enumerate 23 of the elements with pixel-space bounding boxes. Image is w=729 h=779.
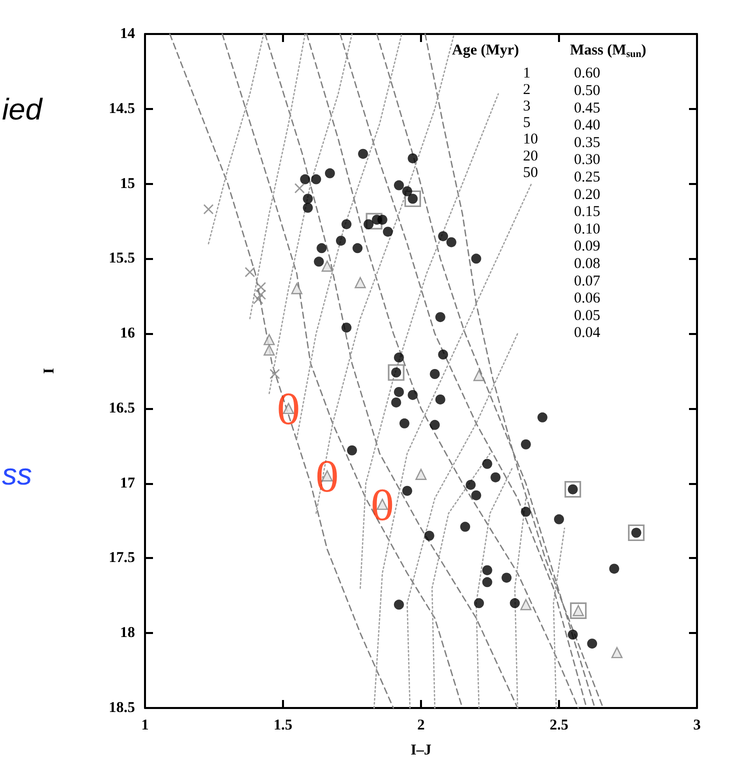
y-tick-label: 16 (120, 326, 136, 342)
y-tick-label: 18 (120, 625, 135, 642)
annotation: 0 (316, 450, 339, 502)
y-tick-label: 17 (120, 475, 136, 492)
text: ied (2, 94, 44, 126)
y-axis-title: I (42, 368, 58, 374)
y-tick-label: 16.5 (108, 400, 135, 416)
x-tick-label: 1.5 (274, 718, 292, 734)
annotation: 0 (370, 478, 394, 530)
y-tick-label: 15 (120, 176, 135, 192)
y-tick-label: 14.5 (108, 100, 135, 117)
x-tick-label: 2 (417, 718, 425, 734)
y-tick-label: 14 (120, 26, 136, 42)
x-tick-label: 2.5 (550, 718, 568, 734)
y-tick-label: 17.5 (108, 550, 135, 566)
y-tick-label: 15.5 (108, 250, 135, 267)
x-tick-label: 1 (141, 718, 149, 734)
x-axis-title: I–J (410, 742, 432, 758)
text: ss (2, 458, 32, 492)
annotation: 0 (277, 382, 300, 434)
x-tick-label: 3 (693, 718, 701, 734)
y-tick-label: 18.5 (108, 700, 135, 716)
annotation: Age (Myr) 1 2 3 5 10 20 50 (452, 42, 538, 181)
